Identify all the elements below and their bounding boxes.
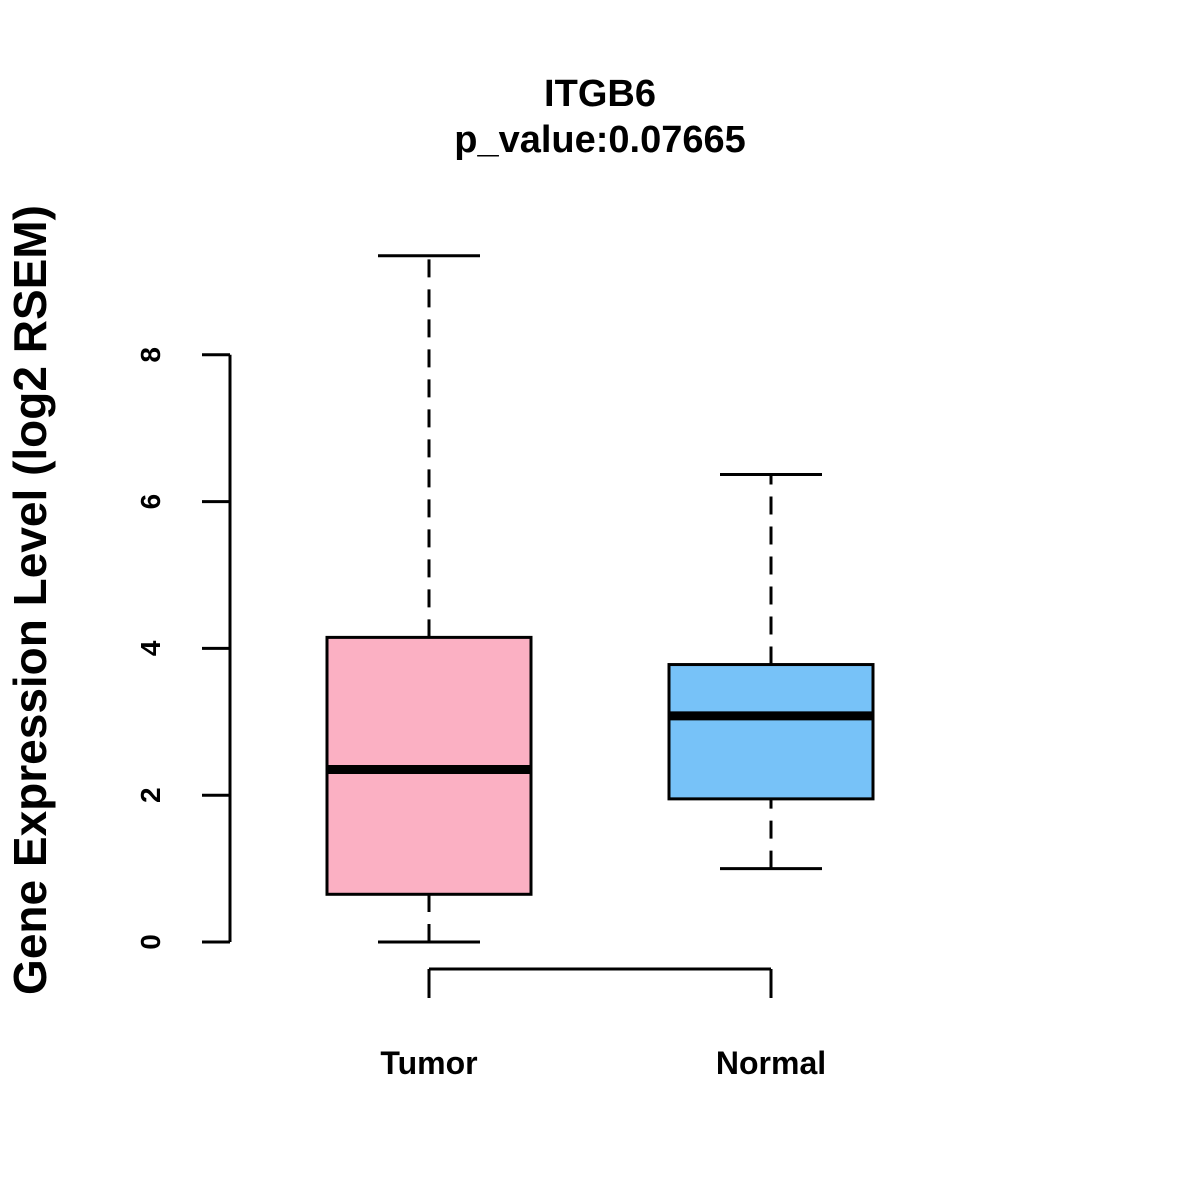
y-tick-label: 6: [135, 494, 166, 510]
x-category-label: Normal: [716, 1045, 826, 1081]
y-tick-label: 4: [135, 640, 166, 656]
x-category-label: Tumor: [380, 1045, 477, 1081]
y-tick-label: 0: [135, 934, 166, 950]
y-axis-label: Gene Expression Level (log2 RSEM): [4, 205, 56, 995]
iqr-box: [667, 663, 875, 801]
y-axis: 0 2 4 6 8: [135, 347, 232, 950]
significance-bracket: [427, 967, 773, 998]
chart-title: ITGB6: [544, 73, 656, 115]
box-tumor: [325, 254, 533, 944]
y-tick-label: 8: [135, 347, 166, 363]
boxes: [325, 254, 875, 944]
category-labels: Tumor Normal: [380, 1045, 826, 1081]
y-tick-label: 2: [135, 787, 166, 803]
box-normal: [667, 472, 875, 871]
chart-subtitle: p_value:0.07665: [454, 119, 746, 161]
